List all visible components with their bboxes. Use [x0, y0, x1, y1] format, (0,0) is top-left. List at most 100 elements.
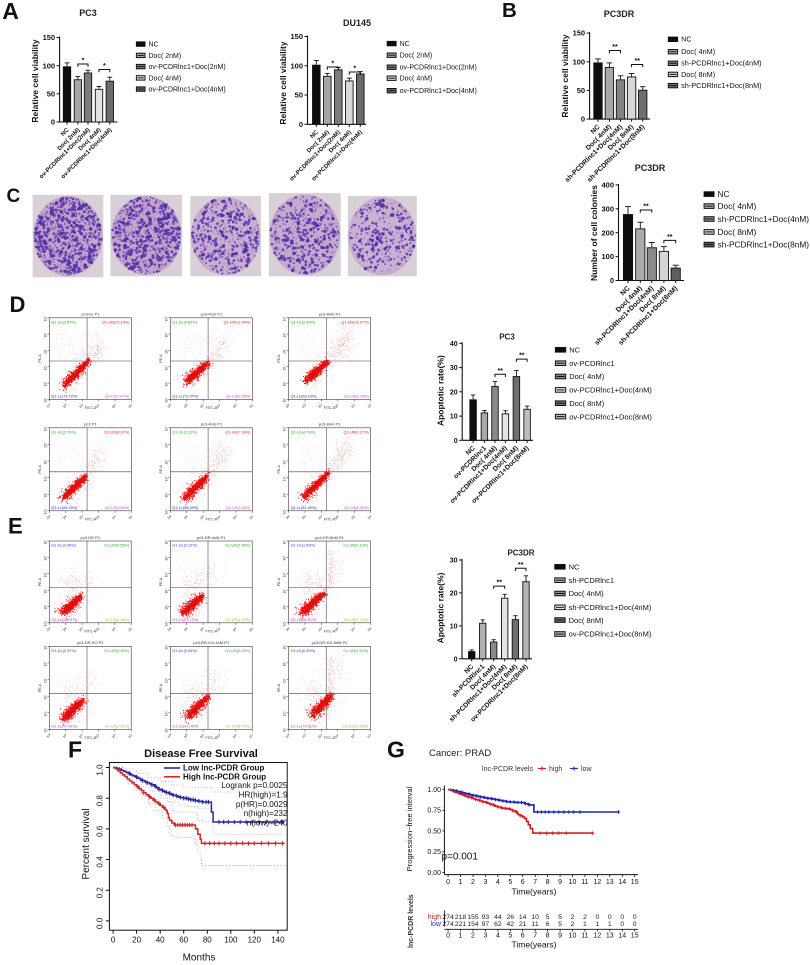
svg-text:10²: 10² — [167, 514, 173, 520]
svg-text:40: 40 — [156, 936, 165, 945]
svg-text:PE-A: PE-A — [159, 465, 163, 474]
svg-text:10⁷: 10⁷ — [367, 402, 374, 409]
svg-text:10⁶: 10⁶ — [43, 442, 47, 448]
svg-text:10²: 10² — [46, 626, 52, 632]
svg-text:10⁴: 10⁴ — [283, 694, 287, 700]
svg-text:5: 5 — [546, 914, 550, 921]
svg-text:10⁶: 10⁶ — [111, 402, 118, 409]
svg-text:10⁵: 10⁵ — [283, 459, 287, 465]
svg-text:20: 20 — [450, 591, 458, 598]
svg-text:10⁷: 10⁷ — [127, 626, 134, 633]
svg-text:pc3-4nm P1: pc3-4nm P1 — [201, 312, 223, 317]
svg-text:10⁷: 10⁷ — [248, 514, 255, 521]
svg-text:10²: 10² — [164, 728, 168, 733]
svg-text:10³: 10³ — [164, 711, 168, 716]
svg-text:Doc( 4nM): Doc( 4nM) — [569, 372, 605, 381]
svg-text:10⁴: 10⁴ — [43, 694, 47, 700]
svg-text:10³: 10³ — [301, 733, 307, 739]
svg-text:0.8: 0.8 — [96, 795, 105, 807]
svg-text:NC: NC — [590, 124, 602, 136]
svg-text:10⁷: 10⁷ — [283, 316, 287, 322]
svg-text:10⁴: 10⁴ — [78, 626, 85, 633]
svg-text:30: 30 — [450, 365, 458, 372]
svg-text:high: high — [549, 766, 562, 773]
svg-text:10²: 10² — [285, 626, 291, 632]
svg-text:Q1-UR(7.99%): Q1-UR(7.99%) — [225, 430, 251, 434]
svg-text:97: 97 — [482, 921, 490, 928]
svg-text:26: 26 — [507, 914, 515, 921]
svg-text:10³: 10³ — [183, 403, 189, 409]
svg-text:Q1-LL(73.72%): Q1-LL(73.72%) — [51, 394, 78, 398]
svg-text:NC: NC — [463, 663, 475, 675]
svg-text:10⁷: 10⁷ — [283, 644, 287, 650]
svg-text:10⁴: 10⁴ — [199, 626, 206, 633]
svg-text:10⁶: 10⁶ — [164, 661, 168, 667]
svg-text:HR(high)=1.9: HR(high)=1.9 — [239, 790, 288, 799]
svg-text:50: 50 — [577, 86, 585, 95]
svg-text:120: 120 — [248, 936, 262, 945]
svg-text:100: 100 — [224, 936, 238, 945]
svg-text:FITC-A: FITC-A — [206, 406, 218, 410]
svg-text:sh-PCDRlnc1+Doc(4nM): sh-PCDRlnc1+Doc(4nM) — [718, 214, 810, 224]
svg-text:11: 11 — [532, 921, 539, 928]
svg-text:high: high — [428, 914, 441, 921]
svg-text:10³: 10³ — [62, 514, 68, 520]
svg-text:PC3DR: PC3DR — [604, 9, 635, 19]
svg-text:200: 200 — [601, 228, 614, 237]
svg-text:10⁷: 10⁷ — [164, 426, 168, 432]
svg-text:ov-PCDRlnc1+Doc(2nM): ov-PCDRlnc1+Doc(2nM) — [149, 64, 226, 71]
svg-text:10³: 10³ — [62, 626, 68, 632]
svg-text:10⁵: 10⁵ — [334, 402, 341, 409]
svg-text:lnc-PCDR levels: lnc-PCDR levels — [482, 766, 533, 773]
svg-text:10⁴: 10⁴ — [317, 514, 324, 521]
svg-text:p=0.001: p=0.001 — [442, 852, 479, 863]
svg-text:PC3: PC3 — [499, 333, 515, 342]
svg-text:2: 2 — [571, 914, 575, 921]
svg-text:10: 10 — [569, 879, 577, 886]
svg-text:FITC-A: FITC-A — [85, 406, 97, 410]
svg-text:20: 20 — [450, 389, 458, 396]
svg-text:1: 1 — [608, 921, 612, 928]
svg-text:Q1-LR(3.43%): Q1-LR(3.43%) — [226, 506, 251, 510]
svg-text:Q1-LL(86.39%): Q1-LL(86.39%) — [172, 506, 199, 510]
svg-text:0: 0 — [608, 914, 612, 921]
svg-text:0.00: 0.00 — [427, 870, 441, 877]
svg-text:G1-LR(7.72%): G1-LR(7.72%) — [344, 618, 369, 622]
svg-text:0: 0 — [581, 115, 585, 124]
svg-text:10³: 10³ — [43, 711, 47, 716]
svg-text:10⁶: 10⁶ — [111, 626, 118, 633]
svg-text:0: 0 — [454, 656, 458, 663]
svg-text:12: 12 — [594, 933, 602, 940]
svg-text:10²: 10² — [43, 621, 47, 626]
svg-text:4: 4 — [496, 879, 500, 886]
svg-text:10⁷: 10⁷ — [283, 539, 287, 545]
svg-text:Q1-UR(9.17%): Q1-UR(9.17%) — [343, 430, 369, 434]
svg-text:*: * — [103, 63, 106, 70]
svg-text:10⁶: 10⁶ — [350, 732, 357, 739]
svg-text:sh-PCDRlnc1+Doc(4nM): sh-PCDRlnc1+Doc(4nM) — [569, 603, 652, 612]
svg-text:1: 1 — [459, 879, 463, 886]
svg-text:93: 93 — [482, 914, 490, 921]
svg-text:pc3-8nm P1: pc3-8nm P1 — [319, 422, 341, 427]
svg-text:10⁴: 10⁴ — [164, 694, 168, 700]
svg-text:5: 5 — [558, 914, 562, 921]
svg-text:FITC-A: FITC-A — [324, 406, 336, 410]
svg-text:Cancer: PRAD: Cancer: PRAD — [429, 748, 491, 759]
svg-text:G1-LL(95.01%): G1-LL(95.01%) — [51, 618, 78, 622]
svg-text:10⁷: 10⁷ — [43, 316, 47, 322]
svg-text:10⁶: 10⁶ — [164, 555, 168, 561]
svg-text:5: 5 — [508, 933, 512, 940]
svg-text:G1-LL(93.17%): G1-LL(93.17%) — [172, 618, 199, 622]
svg-text:Q1-UL(4.83%): Q1-UL(4.83%) — [172, 320, 197, 324]
svg-text:10⁶: 10⁶ — [283, 442, 287, 448]
svg-text:0.0: 0.0 — [96, 917, 105, 929]
svg-text:10⁶: 10⁶ — [232, 402, 239, 409]
svg-text:10⁶: 10⁶ — [43, 661, 47, 667]
svg-text:6: 6 — [521, 933, 525, 940]
svg-text:pc3 P1: pc3 P1 — [84, 422, 97, 427]
svg-text:10⁶: 10⁶ — [350, 402, 357, 409]
svg-text:Doc( 8nM): Doc( 8nM) — [569, 399, 605, 408]
svg-text:274: 274 — [442, 914, 454, 921]
svg-text:10⁴: 10⁴ — [78, 514, 85, 521]
svg-text:FITC-A: FITC-A — [324, 517, 336, 521]
